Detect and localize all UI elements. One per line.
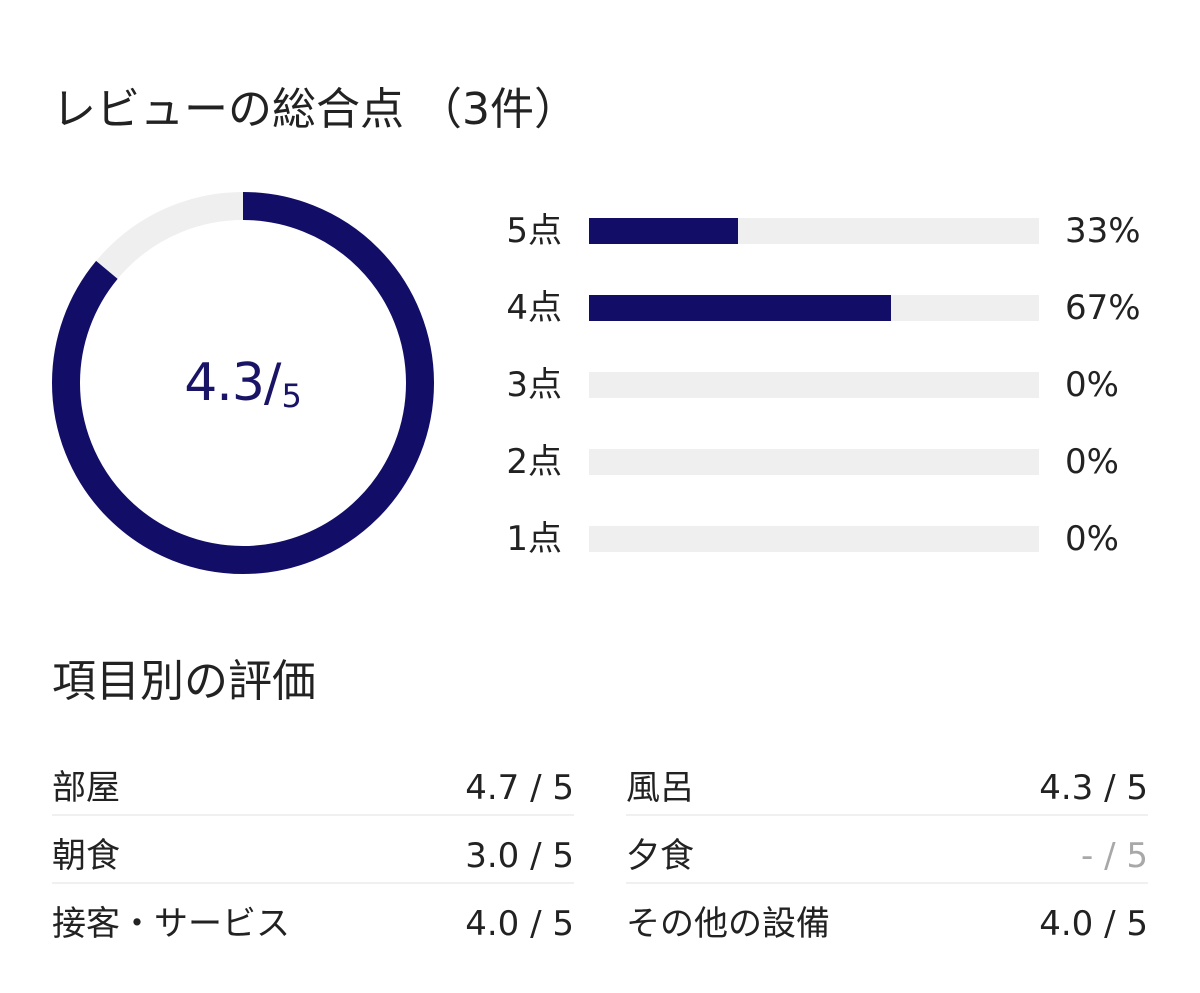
distribution-row-3: 3点 0% bbox=[500, 365, 1160, 405]
distribution-percent: 0% bbox=[1065, 365, 1119, 405]
overall-score-max: 5 bbox=[281, 377, 302, 415]
distribution-row-2: 2点 0% bbox=[500, 442, 1160, 482]
distribution-fill bbox=[589, 295, 891, 321]
distribution-label: 4点 bbox=[506, 288, 562, 328]
distribution-fill bbox=[589, 218, 738, 244]
distribution-label: 2点 bbox=[506, 442, 562, 482]
category-rating-item: 接客・サービス 4.0 / 5 bbox=[52, 896, 574, 950]
distribution-row-1: 1点 0% bbox=[500, 519, 1160, 559]
category-name: その他の設備 bbox=[626, 904, 830, 944]
category-ratings-left-column: 部屋 4.7 / 5 朝食 3.0 / 5 接客・サービス 4.0 / 5 bbox=[52, 760, 574, 962]
distribution-label: 5点 bbox=[506, 211, 562, 251]
category-score: 4.3 / 5 bbox=[1039, 768, 1148, 808]
category-score: 3.0 / 5 bbox=[465, 836, 574, 876]
category-rating-item: その他の設備 4.0 / 5 bbox=[626, 896, 1148, 950]
distribution-percent: 0% bbox=[1065, 519, 1119, 559]
category-name: 風呂 bbox=[626, 768, 694, 808]
donut-fill bbox=[52, 192, 434, 574]
overall-rating-donut: 4.3/5 bbox=[50, 190, 436, 576]
distribution-row-4: 4点 67% bbox=[500, 288, 1160, 328]
category-name: 部屋 bbox=[52, 768, 120, 808]
donut-chart bbox=[52, 192, 434, 574]
category-rating-item: 朝食 3.0 / 5 bbox=[52, 828, 574, 884]
category-score: 4.0 / 5 bbox=[1039, 904, 1148, 944]
distribution-track bbox=[589, 449, 1039, 475]
distribution-percent: 33% bbox=[1065, 211, 1141, 251]
overall-score: 4.3/5 bbox=[50, 190, 436, 576]
distribution-track bbox=[589, 295, 1039, 321]
distribution-row-5: 5点 33% bbox=[500, 211, 1160, 251]
distribution-percent: 67% bbox=[1065, 288, 1141, 328]
category-ratings-title: 項目別の評価 bbox=[52, 656, 316, 707]
distribution-track bbox=[589, 218, 1039, 244]
overall-score-separator: / bbox=[263, 353, 282, 413]
overall-score-value: 4.3 bbox=[184, 353, 265, 413]
category-name: 接客・サービス bbox=[52, 904, 290, 944]
distribution-track bbox=[589, 372, 1039, 398]
category-rating-item: 夕食 - / 5 bbox=[626, 828, 1148, 884]
distribution-track bbox=[589, 526, 1039, 552]
distribution-percent: 0% bbox=[1065, 442, 1119, 482]
category-score: 4.7 / 5 bbox=[465, 768, 574, 808]
category-rating-item: 風呂 4.3 / 5 bbox=[626, 760, 1148, 816]
category-score: 4.0 / 5 bbox=[465, 904, 574, 944]
category-ratings-right-column: 風呂 4.3 / 5 夕食 - / 5 その他の設備 4.0 / 5 bbox=[626, 760, 1148, 962]
category-name: 朝食 bbox=[52, 836, 120, 876]
category-rating-item: 部屋 4.7 / 5 bbox=[52, 760, 574, 816]
category-name: 夕食 bbox=[626, 836, 694, 876]
distribution-label: 3点 bbox=[506, 365, 562, 405]
category-score: - / 5 bbox=[1081, 836, 1148, 876]
review-summary-title: レビューの総合点 （3件） bbox=[52, 84, 578, 135]
distribution-label: 1点 bbox=[506, 519, 562, 559]
